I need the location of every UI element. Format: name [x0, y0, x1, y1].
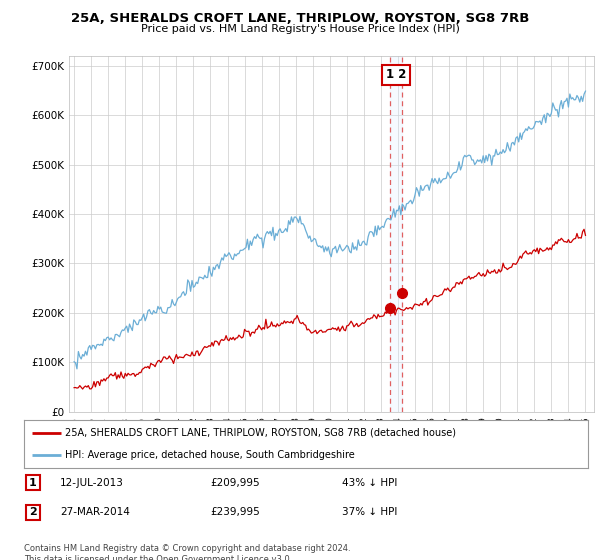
Text: 43% ↓ HPI: 43% ↓ HPI: [342, 478, 397, 488]
Text: 27-MAR-2014: 27-MAR-2014: [60, 507, 130, 517]
Text: Price paid vs. HM Land Registry's House Price Index (HPI): Price paid vs. HM Land Registry's House …: [140, 24, 460, 34]
Text: 12-JUL-2013: 12-JUL-2013: [60, 478, 124, 488]
Text: Contains HM Land Registry data © Crown copyright and database right 2024.
This d: Contains HM Land Registry data © Crown c…: [24, 544, 350, 560]
Text: £209,995: £209,995: [210, 478, 260, 488]
Text: 37% ↓ HPI: 37% ↓ HPI: [342, 507, 397, 517]
Text: £239,995: £239,995: [210, 507, 260, 517]
Text: 2: 2: [29, 507, 37, 517]
Text: HPI: Average price, detached house, South Cambridgeshire: HPI: Average price, detached house, Sout…: [65, 450, 355, 460]
Text: 1: 1: [29, 478, 37, 488]
Text: 25A, SHERALDS CROFT LANE, THRIPLOW, ROYSTON, SG8 7RB (detached house): 25A, SHERALDS CROFT LANE, THRIPLOW, ROYS…: [65, 428, 455, 438]
Text: 1 2: 1 2: [386, 68, 406, 81]
Bar: [390, 56, 402, 412]
Text: 25A, SHERALDS CROFT LANE, THRIPLOW, ROYSTON, SG8 7RB: 25A, SHERALDS CROFT LANE, THRIPLOW, ROYS…: [71, 12, 529, 25]
